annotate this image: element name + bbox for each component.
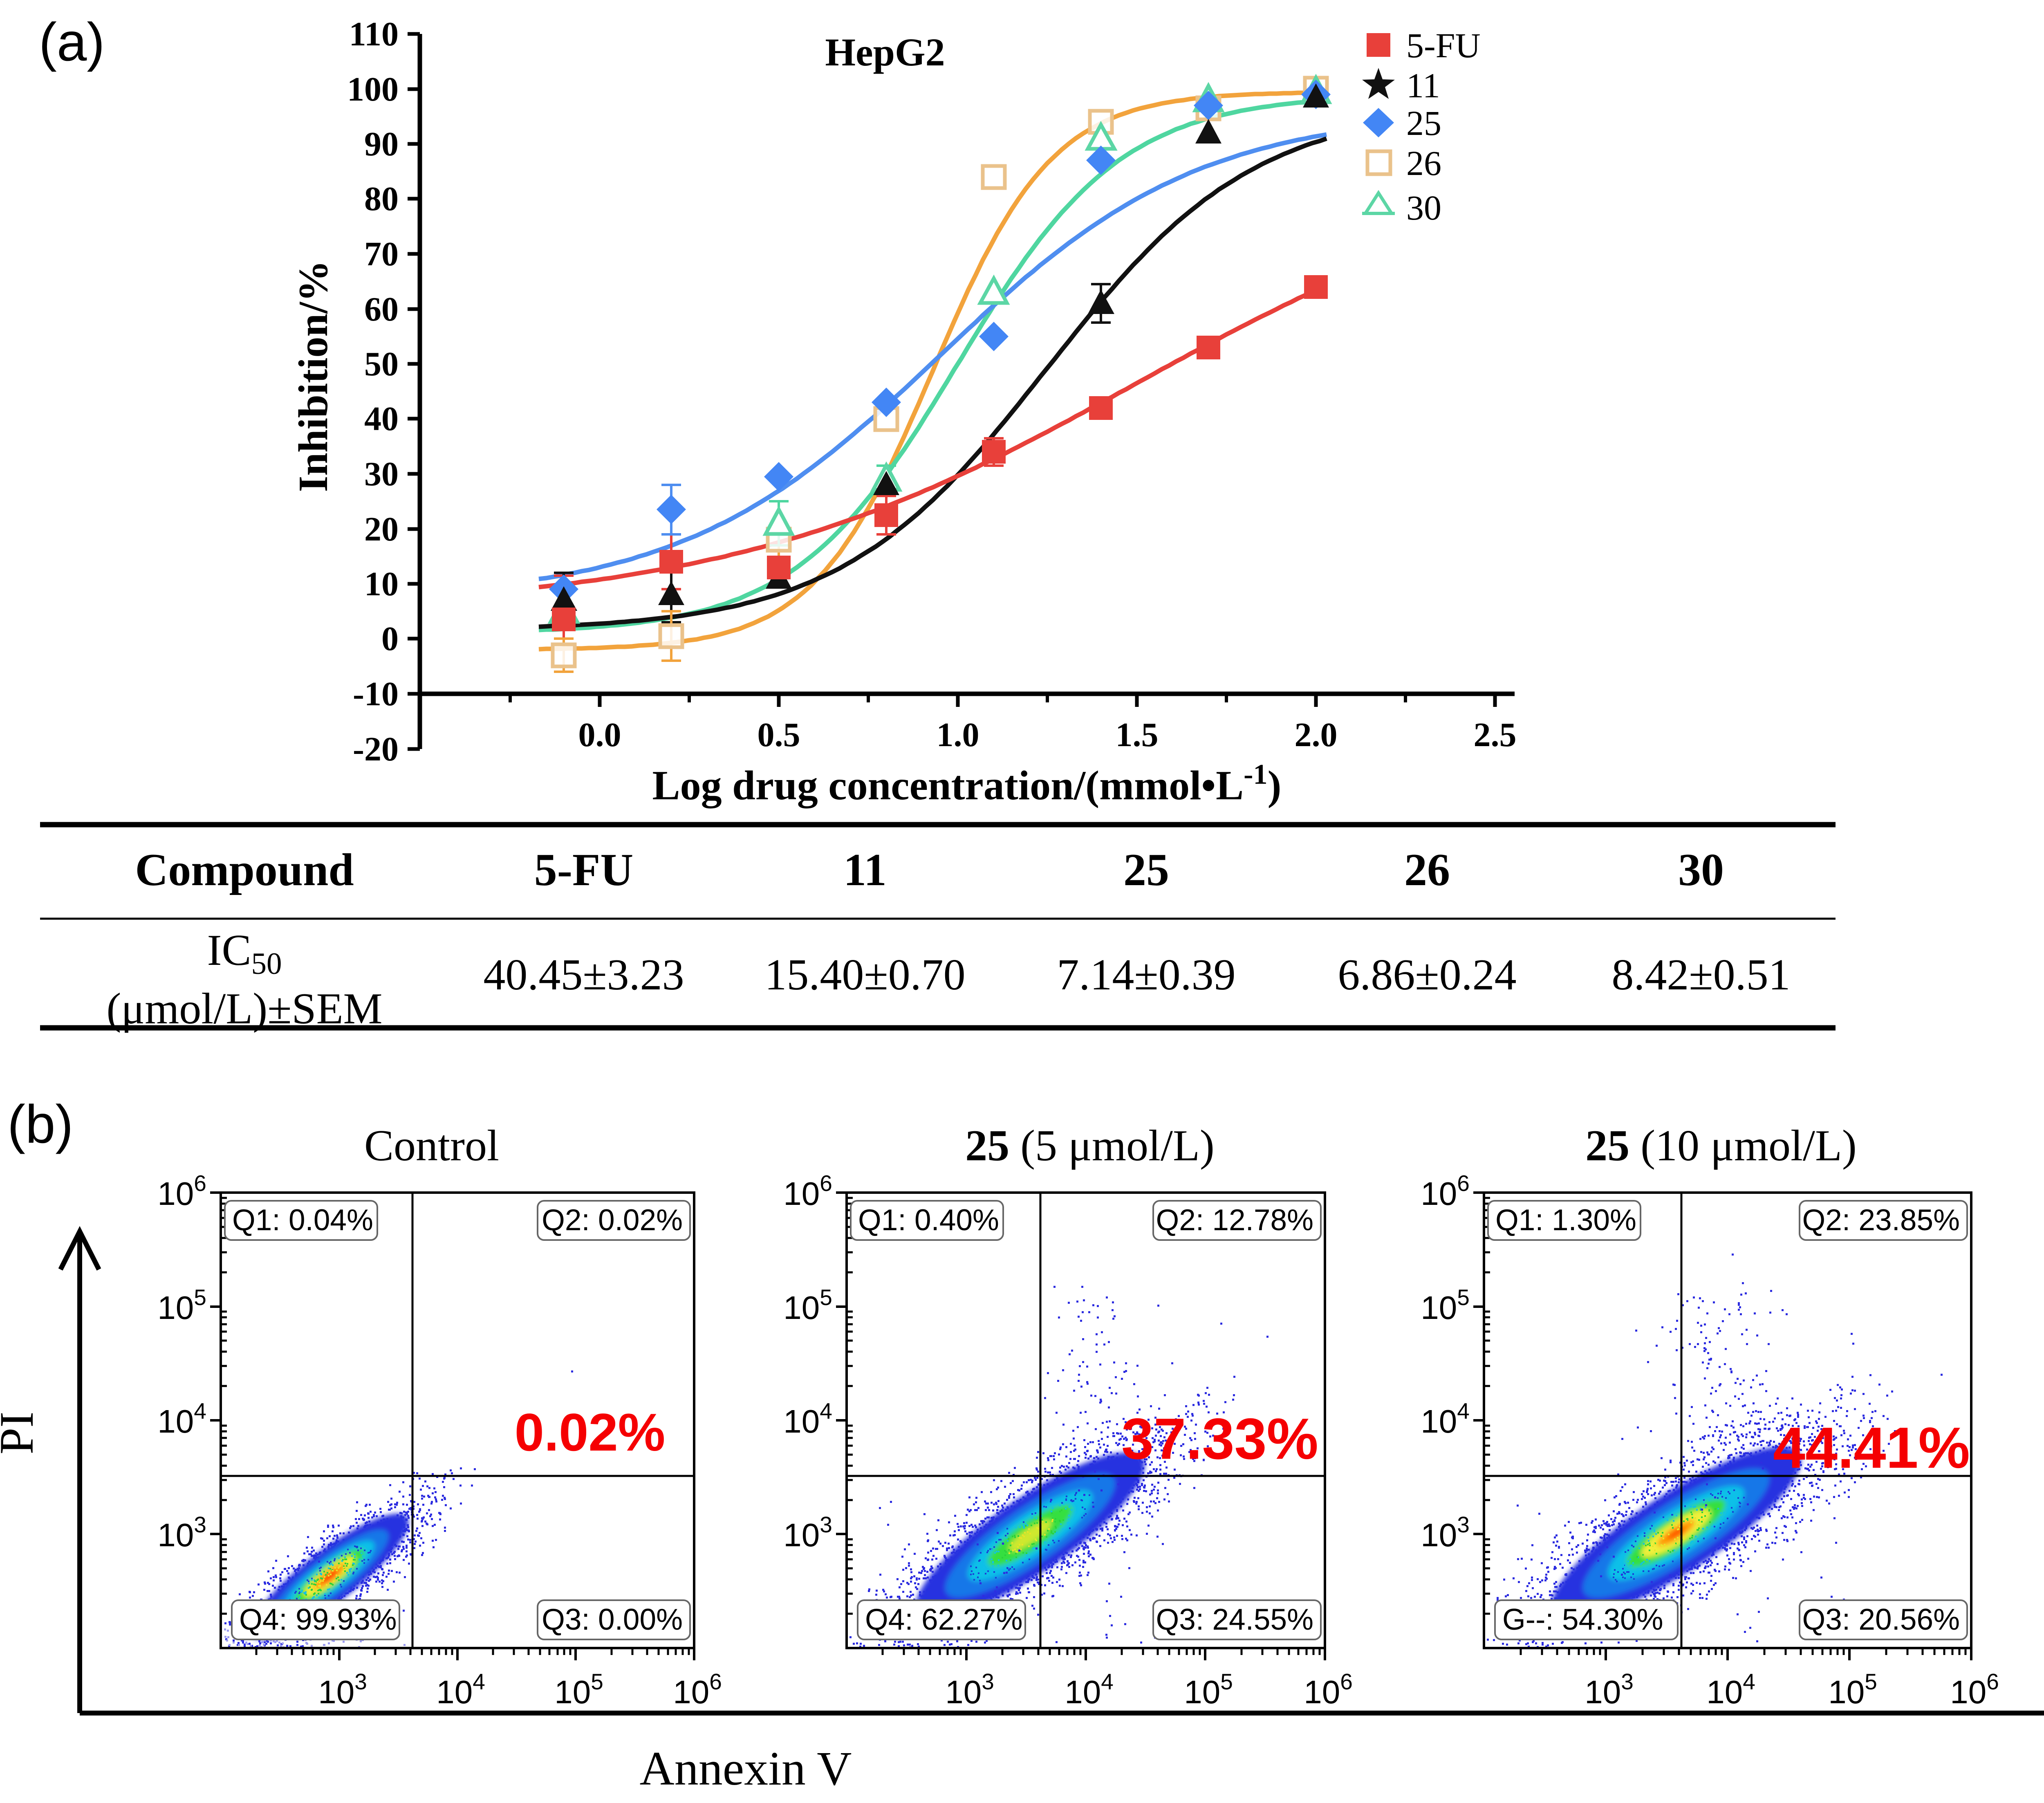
svg-text:40.45±3.23: 40.45±3.23 — [483, 951, 684, 999]
svg-text:1.0: 1.0 — [937, 716, 979, 754]
svg-text:20: 20 — [364, 510, 399, 548]
svg-text:103: 103 — [318, 1669, 367, 1710]
svg-text:10: 10 — [364, 565, 399, 603]
svg-text:25 (5 μmol/L): 25 (5 μmol/L) — [965, 1121, 1215, 1170]
svg-text:26: 26 — [1406, 144, 1441, 183]
svg-text:104: 104 — [2042, 1398, 2044, 1440]
svg-text:0.02%: 0.02% — [515, 1402, 666, 1462]
svg-text:5-FU: 5-FU — [1406, 26, 1481, 65]
svg-text:Q2: 23.85%: Q2: 23.85% — [1802, 1204, 1960, 1237]
svg-text:103: 103 — [945, 1669, 994, 1710]
svg-text:Q3: 20.56%: Q3: 20.56% — [1802, 1603, 1960, 1636]
svg-text:100: 100 — [347, 70, 399, 108]
svg-text:37.33%: 37.33% — [1121, 1406, 1318, 1471]
svg-text:80: 80 — [364, 180, 399, 218]
svg-text:0.5: 0.5 — [758, 716, 800, 754]
svg-text:G--: 54.30%: G--: 54.30% — [1502, 1603, 1663, 1636]
svg-text:5-FU: 5-FU — [534, 845, 634, 895]
svg-text:Q2: 12.78%: Q2: 12.78% — [1156, 1204, 1313, 1237]
svg-text:Q4: 99.93%: Q4: 99.93% — [239, 1603, 397, 1636]
svg-text:103: 103 — [2042, 1512, 2044, 1553]
svg-text:110: 110 — [349, 15, 399, 53]
svg-text:(b): (b) — [7, 1094, 73, 1154]
svg-text:6.86±0.24: 6.86±0.24 — [1338, 951, 1516, 999]
svg-text:103: 103 — [783, 1512, 832, 1553]
svg-text:-10: -10 — [353, 675, 399, 713]
svg-text:7.14±0.39: 7.14±0.39 — [1057, 951, 1235, 999]
svg-text:15.40±0.70: 15.40±0.70 — [764, 951, 965, 999]
svg-text:44.41%: 44.41% — [1773, 1415, 1970, 1480]
svg-text:Compound: Compound — [135, 845, 354, 895]
svg-text:26: 26 — [1404, 845, 1450, 895]
svg-text:Log drug concentration/(mmol•L: Log drug concentration/(mmol•L-1) — [652, 759, 1282, 809]
svg-text:Q3: 24.55%: Q3: 24.55% — [1156, 1603, 1313, 1636]
svg-text:Q3: 0.00%: Q3: 0.00% — [542, 1603, 683, 1636]
svg-text:25: 25 — [1406, 103, 1441, 143]
svg-text:11: 11 — [843, 845, 887, 895]
svg-text:106: 106 — [2042, 1171, 2044, 1212]
svg-text:40: 40 — [364, 400, 399, 438]
svg-text:2.5: 2.5 — [1474, 716, 1517, 754]
svg-text:-20: -20 — [353, 730, 399, 768]
svg-text:105: 105 — [783, 1285, 832, 1326]
svg-text:70: 70 — [364, 235, 399, 273]
svg-text:30: 30 — [1406, 188, 1441, 227]
svg-text:1.5: 1.5 — [1116, 716, 1159, 754]
svg-text:30: 30 — [1678, 845, 1724, 895]
svg-text:Q1: 1.30%: Q1: 1.30% — [1495, 1204, 1636, 1237]
svg-text:Inhibition/%: Inhibition/% — [290, 260, 336, 492]
svg-text:2.0: 2.0 — [1295, 716, 1338, 754]
svg-text:50: 50 — [364, 345, 399, 383]
svg-text:Annexin V: Annexin V — [640, 1742, 852, 1795]
svg-text:106: 106 — [783, 1171, 832, 1212]
svg-text:0: 0 — [381, 620, 399, 658]
svg-text:Q1: 0.04%: Q1: 0.04% — [232, 1204, 373, 1237]
svg-text:60: 60 — [364, 290, 399, 328]
svg-text:105: 105 — [2042, 1285, 2044, 1326]
svg-text:PI: PI — [0, 1412, 43, 1455]
svg-text:(a): (a) — [39, 12, 105, 72]
svg-text:90: 90 — [364, 125, 399, 163]
svg-text:HepG2: HepG2 — [825, 30, 945, 74]
svg-text:8.42±0.51: 8.42±0.51 — [1611, 951, 1790, 999]
svg-text:Q2: 0.02%: Q2: 0.02% — [542, 1204, 683, 1237]
svg-text:105: 105 — [1184, 1669, 1233, 1710]
svg-text:Q4: 62.27%: Q4: 62.27% — [865, 1603, 1023, 1636]
svg-text:25: 25 — [1123, 845, 1169, 895]
svg-text:Control: Control — [364, 1121, 499, 1170]
svg-text:0.0: 0.0 — [578, 716, 621, 754]
svg-text:Q1: 0.40%: Q1: 0.40% — [858, 1204, 999, 1237]
svg-text:11: 11 — [1406, 66, 1440, 105]
svg-text:(μmol/L)±SEM: (μmol/L)±SEM — [106, 984, 382, 1033]
svg-text:30: 30 — [364, 455, 399, 493]
svg-text:25 (10 μmol/L): 25 (10 μmol/L) — [1585, 1121, 1857, 1170]
